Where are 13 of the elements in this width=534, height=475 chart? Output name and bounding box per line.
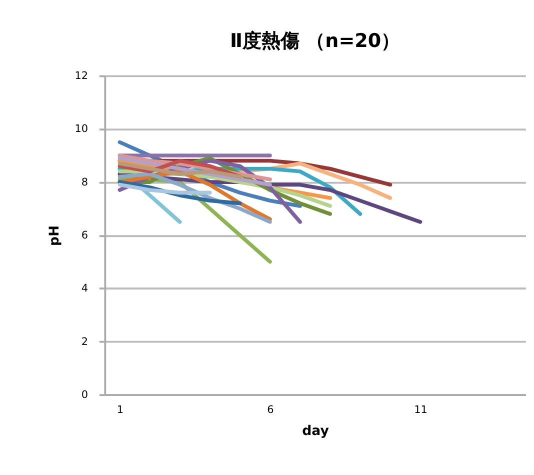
y-tick-label: 6	[81, 230, 88, 242]
x-tick-label: 1	[116, 404, 124, 416]
y-tick-label: 0	[81, 388, 88, 401]
x-tick-label: 6	[267, 404, 274, 416]
y-tick-label: 2	[81, 336, 88, 348]
y-tick-label: 8	[81, 176, 88, 188]
y-tick-label: 10	[74, 123, 88, 136]
chart-title: Ⅱ度熱傷 （n=20）	[230, 30, 400, 52]
y-tick-label: 4	[81, 282, 88, 295]
x-axis-title: day	[302, 424, 330, 440]
x-tick-label: 11	[414, 404, 428, 416]
y-tick-label: 12	[74, 70, 88, 82]
y-axis-title: pH	[48, 225, 63, 246]
